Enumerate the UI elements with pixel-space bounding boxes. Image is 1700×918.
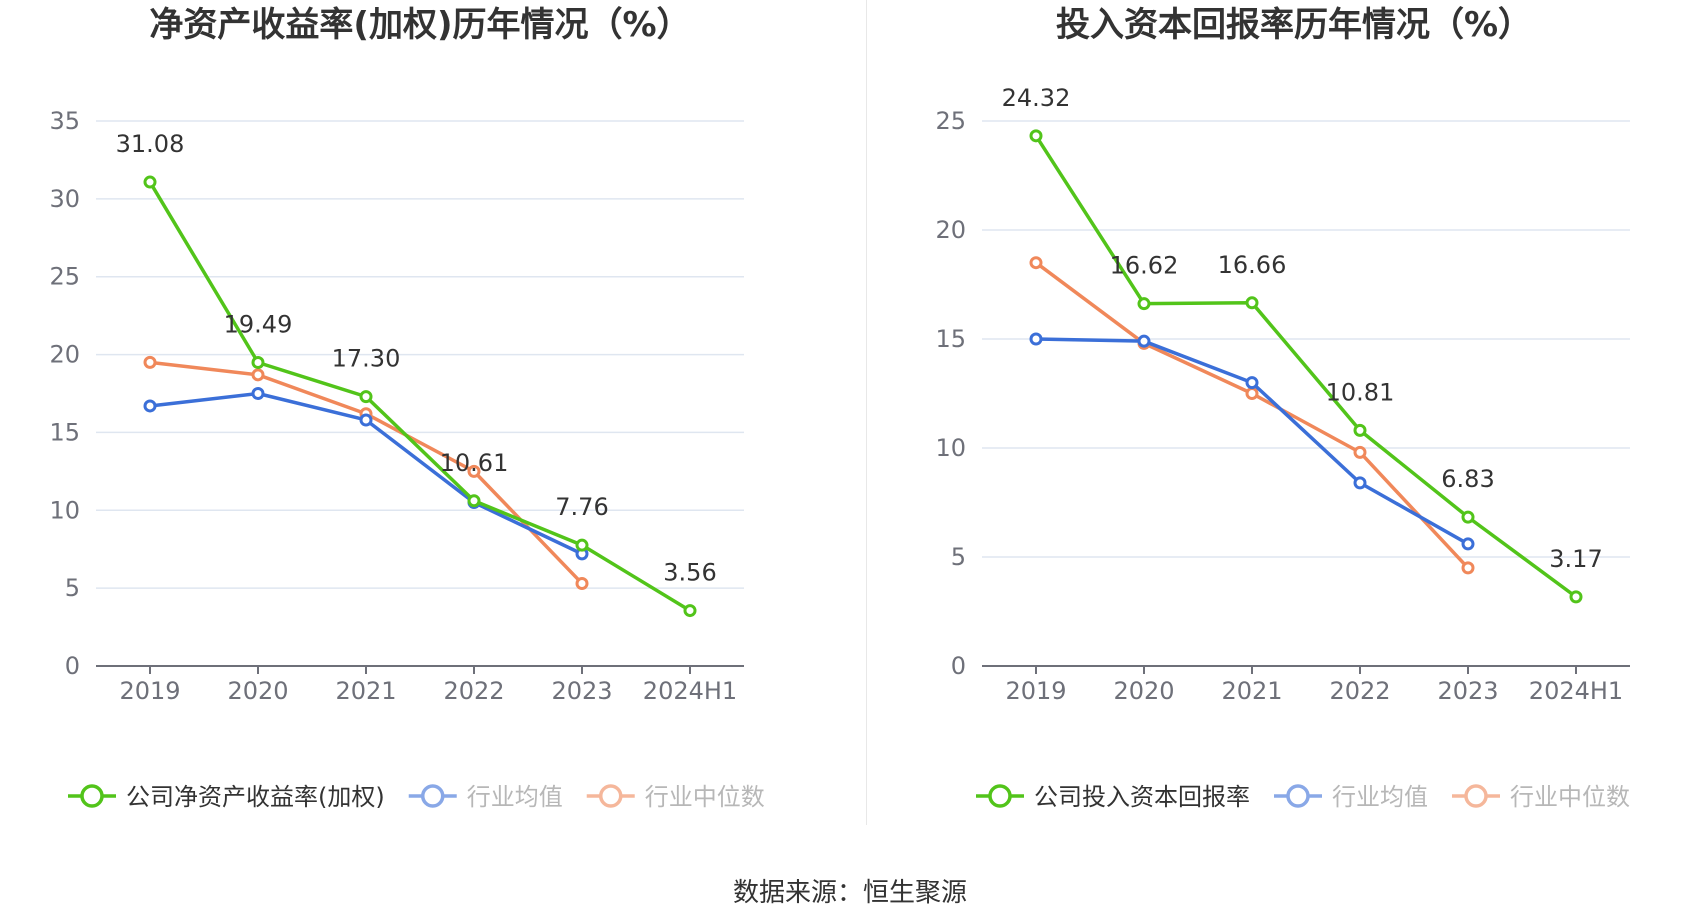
data-point-company bbox=[683, 604, 697, 618]
y-tick-label: 25 bbox=[49, 263, 80, 291]
data-point-company bbox=[251, 356, 265, 370]
roic-chart: 投入资本回报率历年情况（%） 0 5 10 15 20 25 2019 2020 2021 2022… bbox=[935, 5, 1630, 811]
x-tick-label: 2023 bbox=[551, 677, 612, 705]
x-tick-label: 2024H1 bbox=[1529, 677, 1623, 705]
x-tick-label: 2021 bbox=[1221, 677, 1282, 705]
data-label: 24.32 bbox=[1002, 84, 1071, 112]
data-label: 7.76 bbox=[555, 493, 608, 521]
data-label: 16.66 bbox=[1218, 251, 1287, 279]
data-point-industry_avg bbox=[359, 413, 373, 427]
x-tick-label: 2020 bbox=[227, 677, 288, 705]
data-label: 10.61 bbox=[440, 449, 509, 477]
data-point-company bbox=[359, 390, 373, 404]
roe-chart: 净资产收益率(加权)历年情况（%） 0 5 10 15 20 25 30 35 2019 2020 2… bbox=[49, 5, 765, 811]
x-tick-label: 2024H1 bbox=[643, 677, 737, 705]
legend-marker-icon bbox=[1286, 784, 1310, 808]
series-line-company bbox=[148, 181, 691, 613]
data-point-industry_median bbox=[251, 368, 265, 382]
data-label: 3.56 bbox=[663, 559, 716, 587]
y-tick-label: 30 bbox=[49, 185, 80, 213]
data-point-industry_avg bbox=[1245, 376, 1259, 390]
legend-item-industry_median[interactable]: 行业中位数 bbox=[586, 783, 765, 811]
legend-item-company[interactable]: 公司投入资本回报率 bbox=[976, 783, 1250, 811]
x-tick-label: 2019 bbox=[1005, 677, 1066, 705]
data-point-industry_median bbox=[143, 355, 157, 369]
data-label: 3.17 bbox=[1549, 545, 1602, 573]
data-label: 31.08 bbox=[116, 130, 185, 158]
y-tick-label: 10 bbox=[935, 434, 966, 462]
x-tick-label: 2019 bbox=[119, 677, 180, 705]
y-tick-label: 5 bbox=[951, 543, 966, 571]
data-point-company bbox=[1029, 129, 1043, 143]
data-label: 19.49 bbox=[224, 311, 293, 339]
data-point-industry_median bbox=[575, 576, 589, 590]
chart-title: 净资产收益率(加权)历年情况（%） bbox=[149, 5, 690, 45]
data-point-industry_avg bbox=[1461, 537, 1475, 551]
legend-label: 行业均值 bbox=[467, 783, 563, 811]
data-label: 6.83 bbox=[1441, 465, 1494, 493]
series-line-industry_avg bbox=[1035, 337, 1469, 546]
data-point-industry_median bbox=[1353, 445, 1367, 459]
data-point-industry_median bbox=[467, 464, 481, 478]
legend-marker-icon bbox=[420, 784, 445, 808]
data-point-company bbox=[575, 538, 589, 552]
y-tick-label: 0 bbox=[65, 652, 80, 680]
data-point-company bbox=[1461, 510, 1475, 524]
y-tick-label: 10 bbox=[49, 496, 80, 524]
legend-item-industry_avg[interactable]: 行业均值 bbox=[1274, 783, 1428, 811]
data-point-industry_median bbox=[1461, 561, 1475, 575]
y-tick-label: 35 bbox=[49, 107, 80, 135]
legend-item-industry_avg[interactable]: 行业均值 bbox=[408, 783, 563, 811]
series-line-company bbox=[1034, 134, 1578, 599]
y-tick-label: 20 bbox=[49, 341, 80, 369]
y-tick-label: 20 bbox=[935, 216, 966, 244]
data-point-company bbox=[467, 494, 481, 508]
data-label: 16.62 bbox=[1110, 252, 1179, 280]
y-tick-label: 15 bbox=[935, 325, 966, 353]
data-point-company bbox=[1569, 590, 1583, 604]
legend-item-industry_median[interactable]: 行业中位数 bbox=[1452, 783, 1630, 811]
data-point-industry_avg bbox=[1029, 332, 1043, 346]
chart-title: 投入资本回报率历年情况（%） bbox=[1056, 5, 1532, 45]
legend-label: 行业中位数 bbox=[1510, 783, 1630, 811]
x-tick-label: 2022 bbox=[1329, 677, 1390, 705]
y-tick-label: 15 bbox=[49, 418, 80, 446]
data-point-company bbox=[143, 175, 157, 189]
legend-label: 公司净资产收益率(加权) bbox=[126, 783, 385, 811]
x-tick-label: 2020 bbox=[1113, 677, 1174, 705]
data-point-industry_median bbox=[1245, 387, 1259, 400]
data-label: 17.30 bbox=[332, 345, 401, 373]
x-tick-label: 2021 bbox=[335, 677, 396, 705]
data-point-company bbox=[1353, 423, 1367, 437]
data-point-industry_avg bbox=[1353, 476, 1367, 490]
legend-label: 公司投入资本回报率 bbox=[1034, 783, 1250, 811]
legend-label: 行业中位数 bbox=[645, 783, 765, 811]
x-tick-label: 2022 bbox=[443, 677, 504, 705]
legend-marker-icon bbox=[1464, 784, 1488, 808]
y-tick-label: 0 bbox=[951, 652, 966, 680]
data-source-note: 数据来源：恒生聚源 bbox=[732, 878, 967, 908]
data-point-industry_avg bbox=[251, 387, 265, 400]
legend-item-company[interactable]: 公司净资产收益率(加权) bbox=[68, 783, 385, 811]
data-point-company bbox=[1245, 296, 1259, 310]
legend-label: 行业均值 bbox=[1332, 783, 1428, 811]
legend-marker-icon bbox=[598, 784, 623, 808]
data-point-industry_median bbox=[1029, 256, 1043, 270]
data-point-industry_avg bbox=[1137, 334, 1151, 348]
y-tick-label: 25 bbox=[935, 107, 966, 135]
legend-marker-icon bbox=[80, 784, 104, 808]
panel-divider bbox=[866, 0, 867, 825]
y-tick-label: 5 bbox=[65, 574, 80, 602]
legend-marker-icon bbox=[988, 784, 1012, 808]
data-point-industry_avg bbox=[143, 399, 157, 413]
data-point-company bbox=[1137, 297, 1151, 311]
data-label: 10.81 bbox=[1326, 378, 1395, 406]
x-tick-label: 2023 bbox=[1437, 677, 1498, 705]
